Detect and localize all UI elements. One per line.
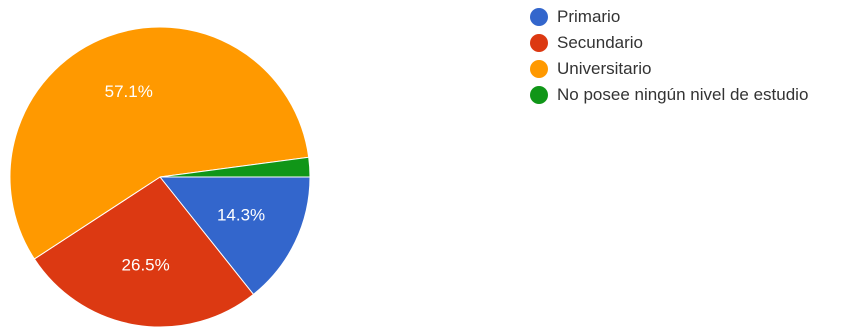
legend-swatch-primario [530,7,548,26]
slice-label-primario: 14.3% [217,206,265,225]
pie-slice-primario[interactable] [158,176,311,296]
legend-label-no-posee: No posee ningún nivel de estudio [557,84,809,104]
legend-item-no-posee[interactable]: No posee ningún nivel de estudio [530,84,808,105]
legend-swatch-no-posee [530,85,548,104]
pie-slice-universitario[interactable] [9,26,310,260]
legend-item-universitario[interactable]: Universitario [530,58,808,79]
legend-swatch-universitario [530,59,548,78]
pie-slice-no-posee[interactable] [159,156,311,178]
pie-slice-secundario[interactable] [33,176,255,328]
legend: Primario Secundario Universitario No pos… [530,6,808,110]
legend-label-secundario: Secundario [557,32,644,52]
slice-label-universitario: 57.1% [105,82,153,101]
legend-item-secundario[interactable]: Secundario [530,32,808,53]
legend-label-primario: Primario [557,6,621,26]
legend-swatch-secundario [530,33,548,52]
pie-chart-svg: 14.3% 26.5% 57.1% [9,26,311,328]
legend-item-primario[interactable]: Primario [530,6,808,27]
slice-label-secundario: 26.5% [122,255,170,274]
legend-label-universitario: Universitario [557,58,652,78]
